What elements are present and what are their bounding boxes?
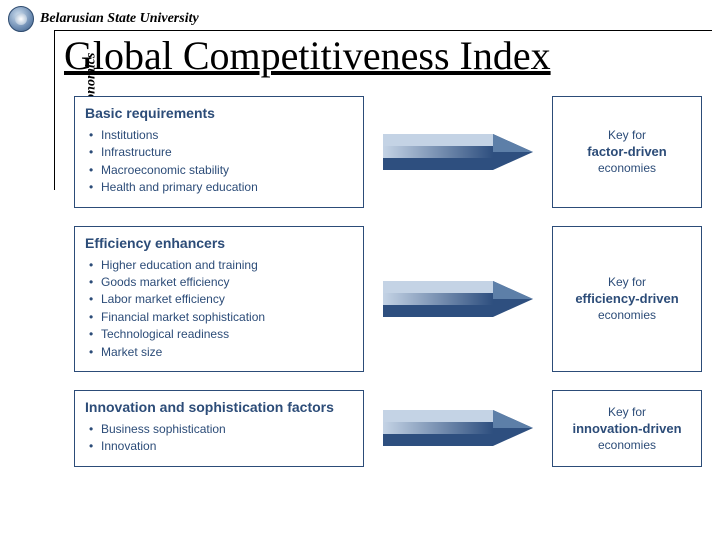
- group-row: Basic requirements InstitutionsInfrastruc…: [74, 96, 702, 208]
- key-panel: Key for efficiency-driven economies: [552, 226, 702, 372]
- pillar-item: Business sophistication: [87, 421, 353, 438]
- key-for-label: Key for: [559, 128, 695, 142]
- pillar-item: Health and primary education: [87, 179, 353, 196]
- key-economies-label: economies: [559, 308, 695, 322]
- arrow-cell: [364, 226, 552, 372]
- pillar-item: Innovation: [87, 438, 353, 455]
- pillar-list: Business sophisticationInnovation: [85, 421, 353, 456]
- key-for-label: Key for: [559, 275, 695, 289]
- key-driver: factor-driven: [559, 144, 695, 159]
- pillar-item: Goods market efficiency: [87, 274, 353, 291]
- key-driver: efficiency-driven: [559, 291, 695, 306]
- vertical-rule: [54, 30, 55, 190]
- group-row: Efficiency enhancers Higher education and…: [74, 226, 702, 372]
- pillar-item: Technological readiness: [87, 326, 353, 343]
- university-logo-icon: [8, 6, 34, 32]
- arrow-icon: [383, 281, 533, 317]
- pillar-item: Market size: [87, 344, 353, 361]
- header-underline: [54, 30, 712, 31]
- pillar-item: Labor market efficiency: [87, 291, 353, 308]
- key-panel: Key for innovation-driven economies: [552, 390, 702, 467]
- pillar-panel: Efficiency enhancers Higher education and…: [74, 226, 364, 372]
- pillar-item: Higher education and training: [87, 257, 353, 274]
- pillar-panel: Basic requirements InstitutionsInfrastruc…: [74, 96, 364, 208]
- arrow-icon: [383, 410, 533, 446]
- pillar-list: Higher education and trainingGoods marke…: [85, 257, 353, 361]
- arrow-cell: [364, 390, 552, 467]
- key-panel: Key for factor-driven economies: [552, 96, 702, 208]
- pillar-item: Financial market sophistication: [87, 309, 353, 326]
- arrow-icon: [383, 134, 533, 170]
- panel-heading: Efficiency enhancers: [85, 235, 353, 251]
- key-economies-label: economies: [559, 438, 695, 452]
- page-title: Global Competitiveness Index: [64, 32, 551, 79]
- pillar-item: Infrastructure: [87, 144, 353, 161]
- group-row: Innovation and sophistication factors Bus…: [74, 390, 702, 467]
- university-name: Belarusian State University: [40, 11, 199, 27]
- key-driver: innovation-driven: [559, 421, 695, 436]
- pillar-list: InstitutionsInfrastructureMacroeconomic …: [85, 127, 353, 197]
- arrow-cell: [364, 96, 552, 208]
- diagram-content: Basic requirements InstitutionsInfrastruc…: [74, 96, 702, 485]
- pillar-item: Institutions: [87, 127, 353, 144]
- panel-heading: Basic requirements: [85, 105, 353, 121]
- key-economies-label: economies: [559, 161, 695, 175]
- header-bar: Belarusian State University: [8, 6, 712, 32]
- panel-heading: Innovation and sophistication factors: [85, 399, 353, 415]
- pillar-panel: Innovation and sophistication factors Bus…: [74, 390, 364, 467]
- key-for-label: Key for: [559, 405, 695, 419]
- pillar-item: Macroeconomic stability: [87, 162, 353, 179]
